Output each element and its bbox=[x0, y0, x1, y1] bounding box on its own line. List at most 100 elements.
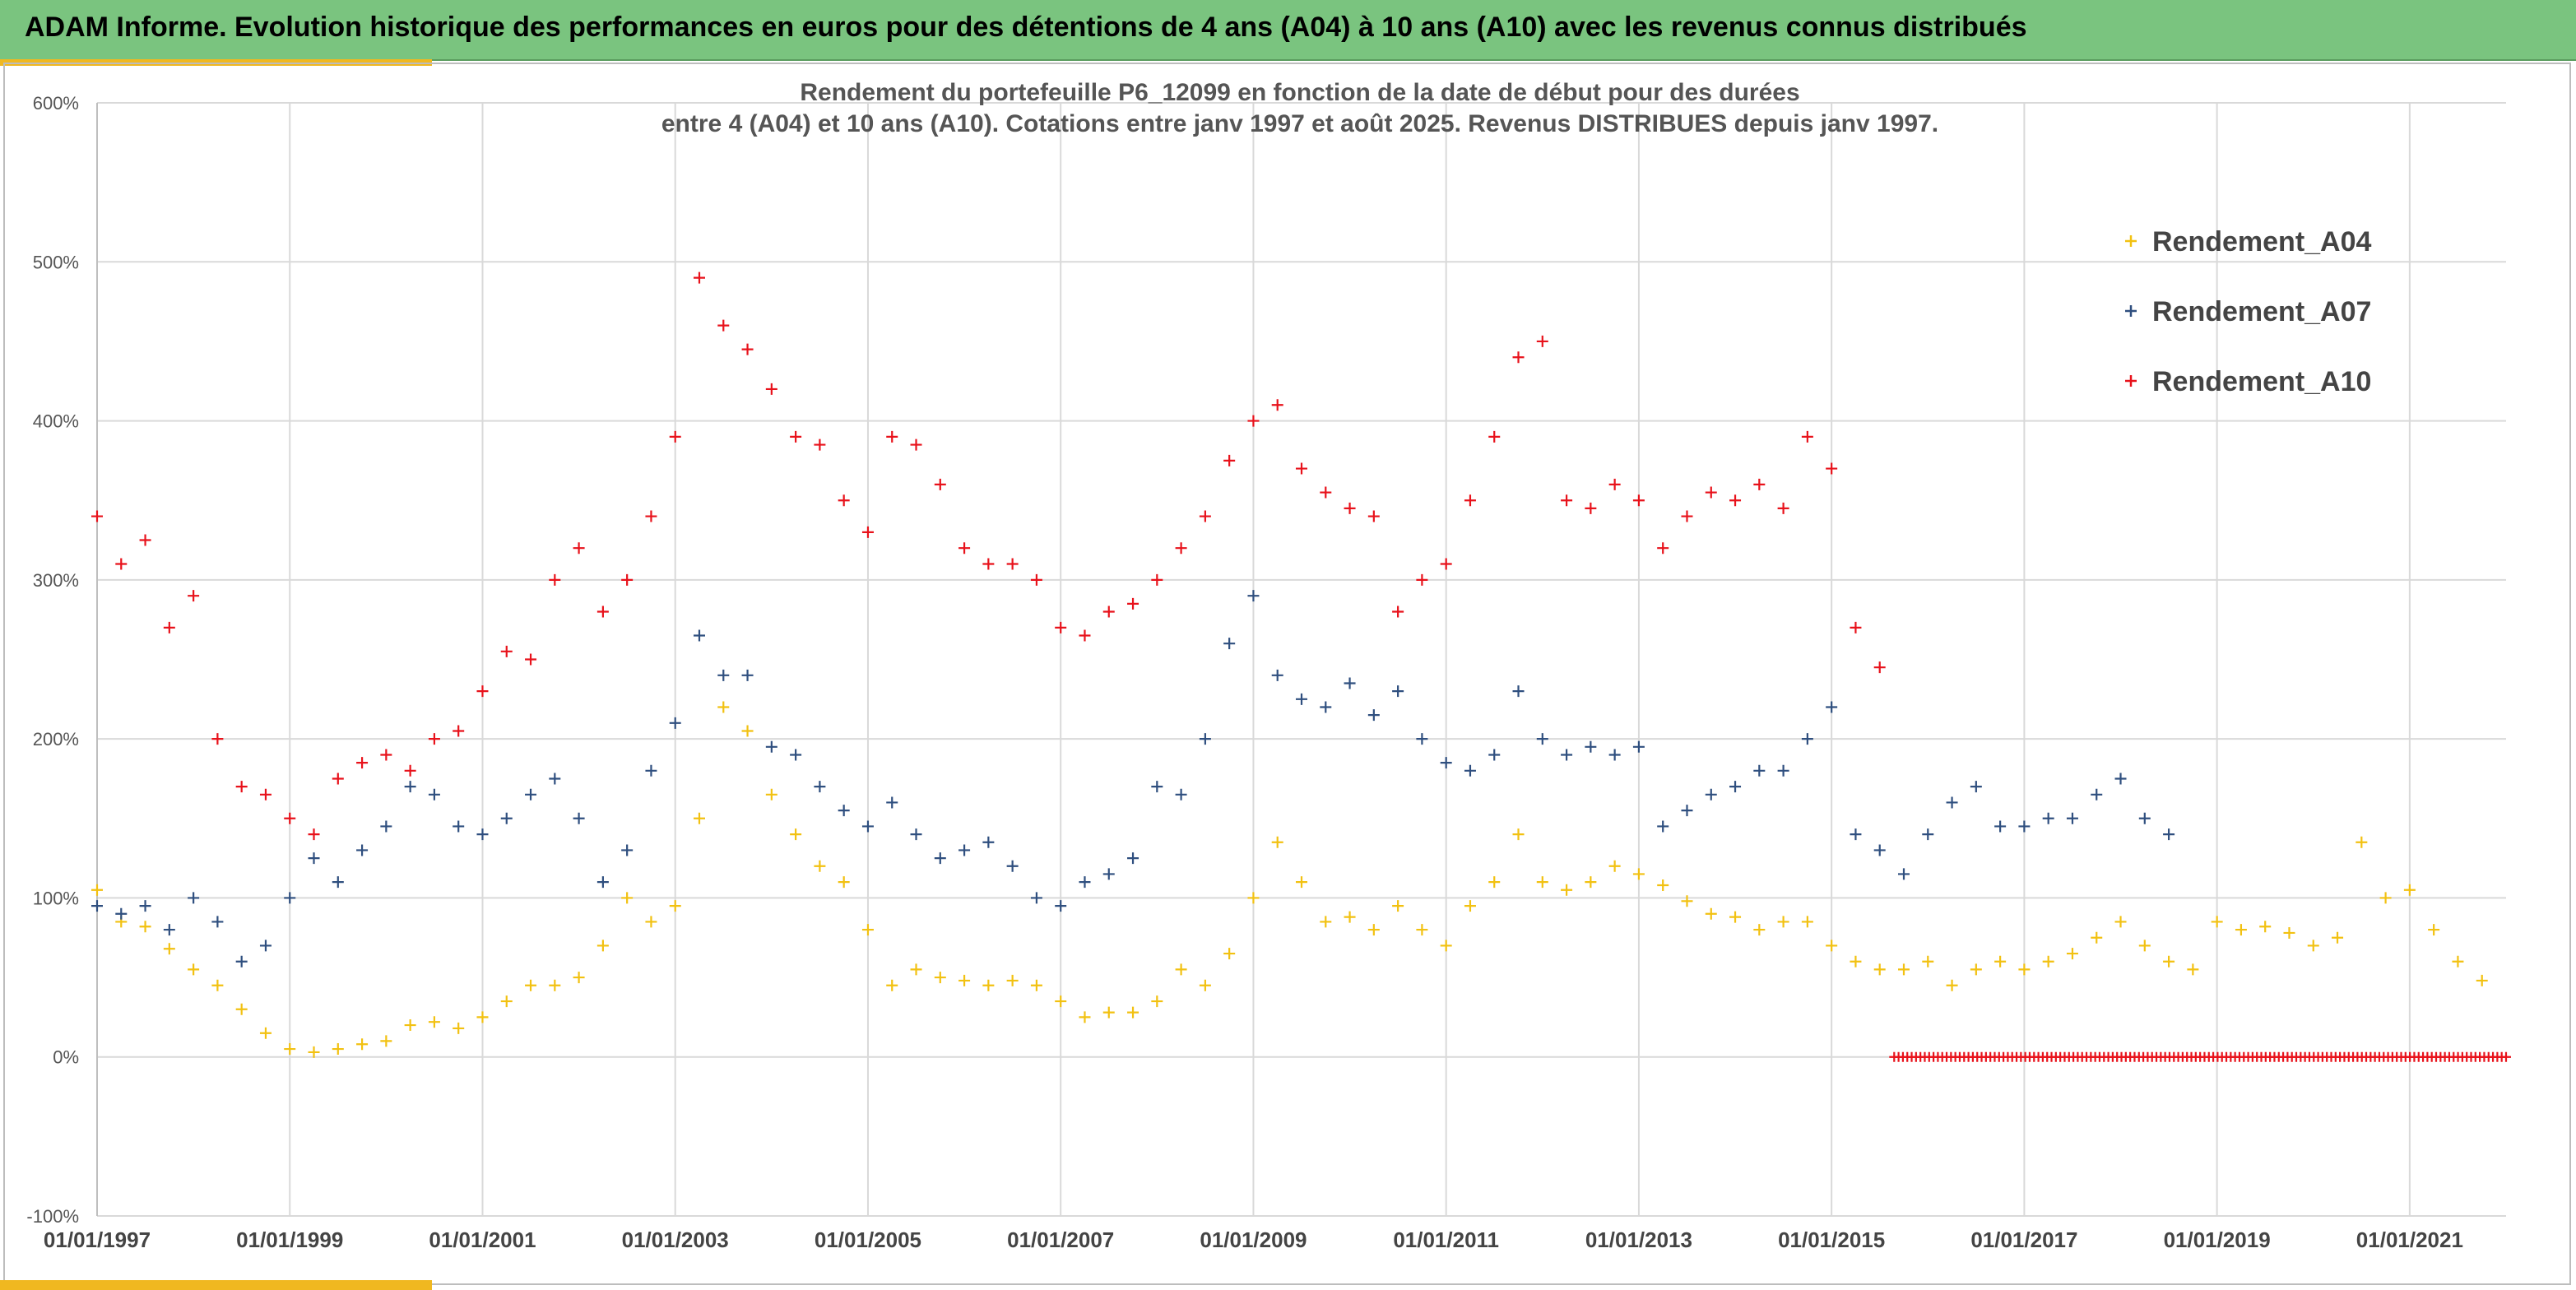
x-tick-label: 01/01/1997 bbox=[44, 1227, 151, 1252]
data-point-rendement_a10 bbox=[1777, 502, 1789, 514]
data-point-rendement_a07 bbox=[1657, 820, 1669, 833]
data-point-rendement_a04 bbox=[1344, 911, 1356, 923]
x-tick-label: 01/01/2017 bbox=[1970, 1227, 2077, 1252]
data-point-rendement_a04 bbox=[1199, 979, 1211, 991]
data-point-rendement_a10 bbox=[1079, 629, 1091, 642]
data-point-rendement_a07 bbox=[1585, 740, 1597, 753]
data-point-rendement_a07 bbox=[1344, 677, 1356, 689]
data-point-rendement_a10 bbox=[1753, 478, 1766, 490]
data-point-rendement_a04 bbox=[2091, 931, 2103, 944]
x-axis-ticks: 01/01/1997 01/01/1999 01/01/2001 01/01/2003… bbox=[44, 1227, 2463, 1252]
data-point-rendement_a07 bbox=[525, 788, 537, 800]
data-point-rendement_a10 bbox=[139, 534, 151, 546]
data-point-rendement_a07 bbox=[1367, 709, 1380, 722]
data-point-rendement_a04 bbox=[1777, 916, 1789, 928]
data-point-rendement_a04 bbox=[1632, 868, 1645, 880]
data-point-rendement_a10 bbox=[573, 542, 585, 555]
accent-bar-bottom bbox=[0, 1280, 432, 1290]
data-point-rendement_a04 bbox=[790, 828, 802, 841]
data-point-rendement_a04 bbox=[1223, 948, 1236, 960]
data-points bbox=[91, 271, 2511, 1062]
y-tick-label: 300% bbox=[33, 570, 79, 591]
data-point-rendement_a10 bbox=[525, 653, 537, 666]
data-point-rendement_a10 bbox=[1488, 430, 1501, 443]
data-point-zero-line bbox=[2501, 1051, 2511, 1062]
data-point-rendement_a04 bbox=[1657, 879, 1669, 891]
data-point-rendement_a07 bbox=[163, 924, 175, 936]
data-point-rendement_a07 bbox=[1030, 892, 1042, 904]
data-point-rendement_a04 bbox=[2379, 892, 2392, 904]
x-tick-label: 01/01/2009 bbox=[1200, 1227, 1307, 1252]
data-point-rendement_a10 bbox=[790, 430, 802, 443]
data-point-rendement_a04 bbox=[958, 974, 971, 986]
data-point-rendement_a04 bbox=[2163, 955, 2175, 968]
data-point-rendement_a07 bbox=[1561, 749, 1573, 761]
data-point-rendement_a04 bbox=[1271, 836, 1283, 848]
data-point-rendement_a10 bbox=[910, 439, 922, 451]
data-point-rendement_a10 bbox=[1416, 573, 1428, 586]
data-point-rendement_a10 bbox=[1127, 597, 1139, 610]
data-point-rendement_a04 bbox=[2452, 955, 2464, 968]
y-tick-label: 600% bbox=[33, 93, 79, 114]
legend-marker bbox=[2125, 235, 2137, 247]
data-point-rendement_a07 bbox=[380, 820, 392, 833]
data-point-rendement_a10 bbox=[645, 510, 657, 522]
data-point-rendement_a04 bbox=[1753, 924, 1766, 936]
data-point-rendement_a07 bbox=[982, 836, 995, 848]
data-point-rendement_a07 bbox=[838, 805, 850, 817]
data-point-rendement_a04 bbox=[645, 916, 657, 928]
y-tick-label: 500% bbox=[33, 252, 79, 272]
data-point-rendement_a10 bbox=[765, 383, 777, 395]
data-point-rendement_a10 bbox=[1199, 510, 1211, 522]
legend: Rendement_A04 Rendement_A07 Rendement_A10 bbox=[2125, 226, 2372, 397]
y-tick-label: 200% bbox=[33, 729, 79, 749]
data-point-rendement_a04 bbox=[2042, 955, 2054, 968]
data-point-rendement_a07 bbox=[741, 669, 754, 681]
data-point-rendement_a04 bbox=[2066, 948, 2078, 960]
data-point-rendement_a10 bbox=[1801, 430, 1813, 443]
data-point-rendement_a07 bbox=[1946, 796, 1958, 809]
data-point-rendement_a07 bbox=[1247, 590, 1260, 602]
y-tick-label: -100% bbox=[26, 1206, 79, 1227]
data-point-rendement_a07 bbox=[1079, 876, 1091, 889]
data-point-rendement_a04 bbox=[2403, 884, 2416, 896]
data-point-rendement_a07 bbox=[356, 844, 369, 856]
data-point-rendement_a04 bbox=[1705, 907, 1717, 920]
data-point-rendement_a10 bbox=[1392, 606, 1404, 618]
data-point-rendement_a04 bbox=[2211, 916, 2223, 928]
data-point-rendement_a10 bbox=[235, 781, 248, 793]
data-point-rendement_a04 bbox=[1102, 1006, 1115, 1019]
data-point-rendement_a10 bbox=[1367, 510, 1380, 522]
data-point-rendement_a07 bbox=[645, 764, 657, 777]
data-point-rendement_a10 bbox=[1030, 573, 1042, 586]
data-point-rendement_a04 bbox=[1296, 876, 1307, 889]
data-point-rendement_a10 bbox=[188, 590, 200, 602]
x-tick-label: 01/01/1999 bbox=[236, 1227, 343, 1252]
data-point-rendement_a07 bbox=[621, 844, 634, 856]
data-point-rendement_a07 bbox=[1801, 733, 1813, 745]
data-point-rendement_a07 bbox=[2018, 820, 2031, 833]
data-point-rendement_a07 bbox=[1320, 701, 1332, 713]
data-point-rendement_a10 bbox=[91, 510, 103, 522]
data-point-rendement_a10 bbox=[1512, 351, 1525, 364]
data-point-rendement_a10 bbox=[211, 733, 224, 745]
data-point-rendement_a04 bbox=[91, 884, 103, 896]
data-point-rendement_a07 bbox=[115, 907, 128, 920]
data-point-rendement_a07 bbox=[934, 852, 946, 865]
data-point-rendement_a07 bbox=[235, 955, 248, 968]
data-point-rendement_a04 bbox=[428, 1016, 440, 1028]
data-point-rendement_a04 bbox=[1608, 860, 1621, 872]
data-point-rendement_a07 bbox=[139, 900, 151, 912]
data-point-rendement_a04 bbox=[886, 979, 898, 991]
y-tick-label: 400% bbox=[33, 411, 79, 432]
data-point-rendement_a07 bbox=[428, 788, 440, 800]
data-point-rendement_a10 bbox=[717, 319, 730, 332]
data-point-rendement_a10 bbox=[1247, 415, 1260, 427]
data-point-rendement_a07 bbox=[1151, 781, 1163, 793]
data-point-rendement_a04 bbox=[2332, 931, 2344, 944]
data-point-rendement_a10 bbox=[1608, 478, 1621, 490]
legend-label: Rendement_A07 bbox=[2152, 296, 2371, 327]
data-point-rendement_a04 bbox=[2428, 924, 2440, 936]
data-point-rendement_a04 bbox=[476, 1011, 489, 1023]
x-tick-label: 01/01/2021 bbox=[2356, 1227, 2463, 1252]
